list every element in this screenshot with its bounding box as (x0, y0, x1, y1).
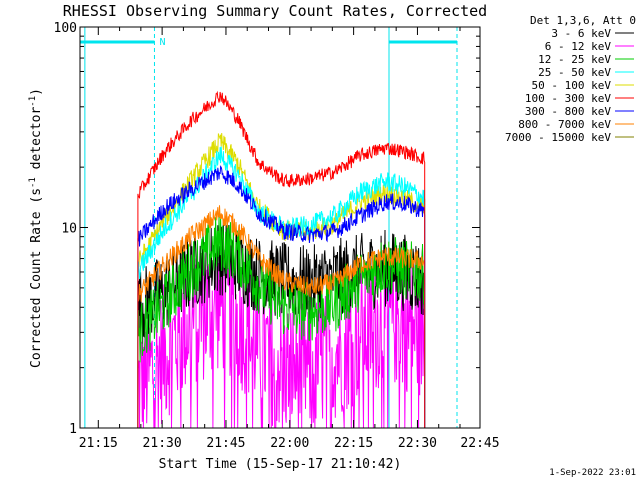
y-axis-title-mid: detector (29, 107, 44, 178)
legend-label-7: 800 - 7000 keV (518, 118, 611, 131)
y-axis-title-sup2: -1 (28, 96, 38, 107)
legend-label-4: 50 - 100 keV (532, 79, 612, 92)
series-line-5 (137, 90, 426, 428)
x-tick-label-6: 22:45 (460, 436, 499, 451)
series-line-7 (137, 205, 426, 428)
svg-text:Corrected Count Rate (s-1 dete: Corrected Count Rate (s-1 detector-1) (28, 88, 44, 368)
x-tick-label-1: 21:30 (143, 436, 182, 451)
y-tick-label-2: 1 (69, 422, 77, 437)
y-axis-title: Corrected Count Rate (s-1 detector-1) (28, 88, 44, 368)
legend-label-6: 300 - 800 keV (525, 105, 611, 118)
x-tick-label-0: 21:15 (79, 436, 118, 451)
x-tick-label-2: 21:45 (206, 436, 245, 451)
legend-label-5: 100 - 300 keV (525, 92, 611, 105)
y-axis-title-main: Corrected Count Rate (s (29, 188, 44, 368)
series-line-2 (137, 214, 426, 428)
plot-area: N (80, 27, 458, 428)
y-tick-label-0: 100 (54, 21, 77, 36)
legend-label-0: 3 - 6 keV (551, 27, 611, 40)
legend-header: Det 1,3,6, Att 0 (530, 14, 636, 27)
x-tick-label-3: 22:00 (270, 436, 309, 451)
night-marker-label: N (159, 37, 165, 48)
x-axis-title: Start Time (15-Sep-17 21:10:42) (159, 457, 402, 472)
y-axis-title-end: ) (29, 88, 44, 96)
timestamp: 1-Sep-2022 23:01 (549, 468, 636, 478)
chart-title: RHESSI Observing Summary Count Rates, Co… (63, 2, 487, 20)
axes: 100 10 121:15 21:30 21:45 22:00 22:15 22:30 22:4… (54, 21, 500, 451)
series-line-1 (137, 237, 426, 428)
legend-label-1: 6 - 12 keV (545, 40, 612, 53)
x-tick-label-5: 22:30 (398, 436, 437, 451)
series-line-6 (137, 165, 426, 428)
y-axis-title-sup1: -1 (28, 177, 38, 188)
legend-label-3: 25 - 50 keV (538, 66, 611, 79)
y-tick-label-1: 10 (61, 222, 77, 237)
x-tick-label-4: 22:15 (334, 436, 373, 451)
legend-label-8: 7000 - 15000 keV (505, 131, 611, 144)
legend-label-2: 12 - 25 keV (538, 53, 611, 66)
